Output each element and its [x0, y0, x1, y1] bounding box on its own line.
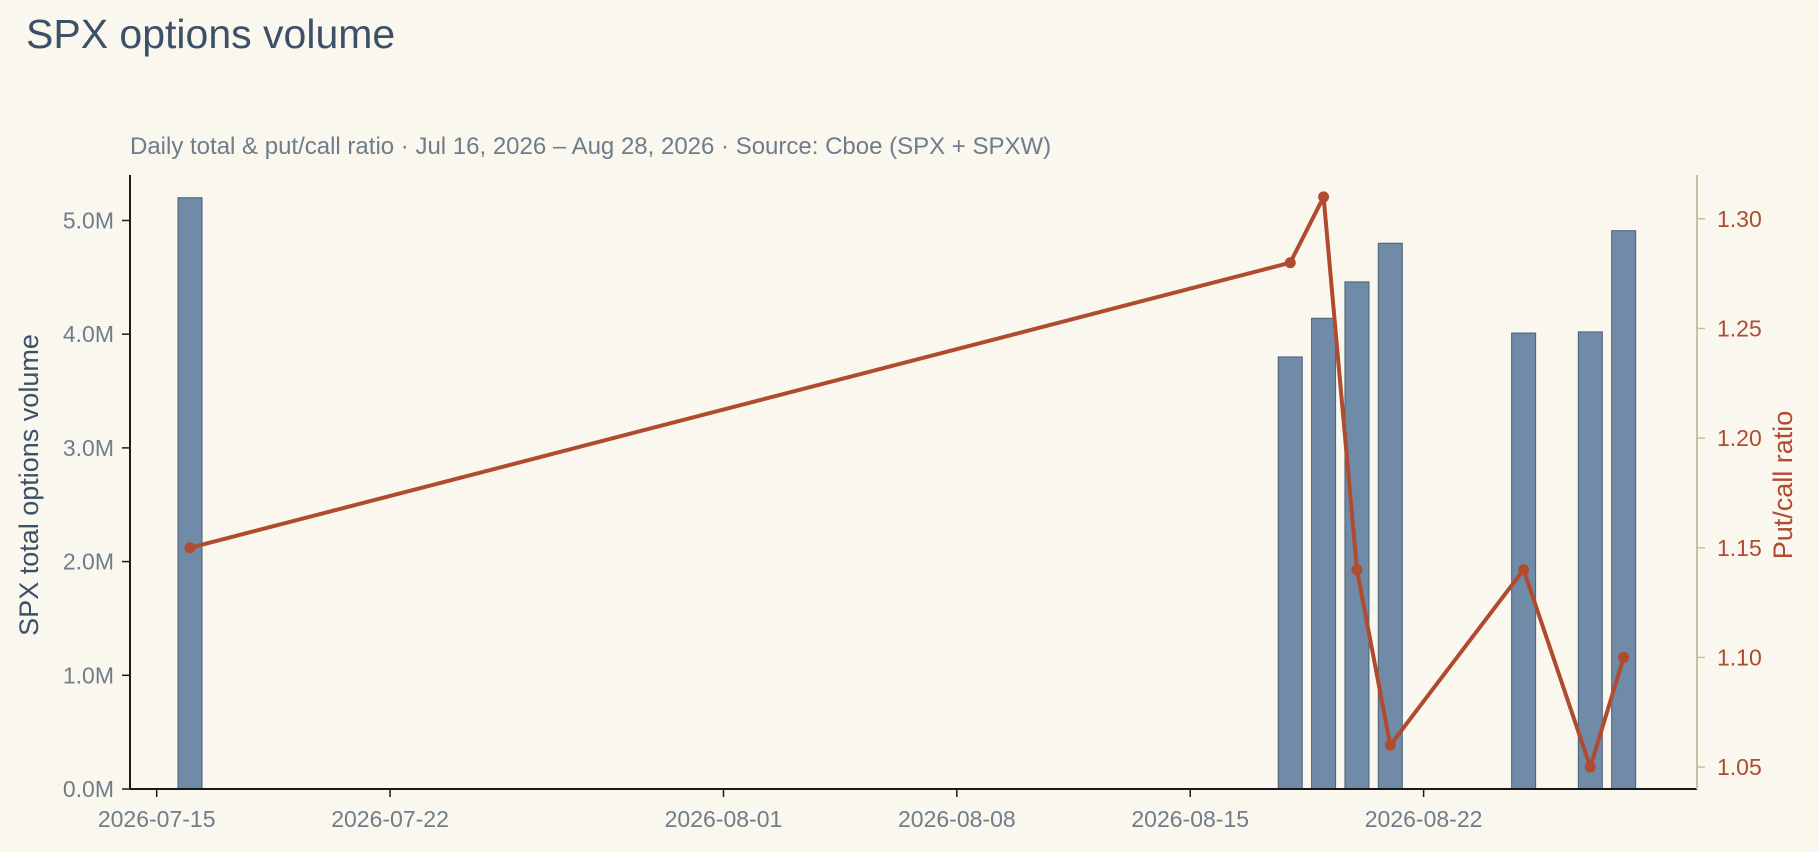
ratio-point-2026-08-27 — [1584, 761, 1596, 773]
x-tick-label: 2026-07-22 — [331, 806, 449, 832]
bar-2026-07-16 — [177, 197, 203, 790]
ratio-point-2026-08-18 — [1284, 257, 1296, 269]
left-tick-label: 1.0M — [63, 662, 114, 688]
left-tick-label: 2.0M — [63, 549, 114, 575]
ratio-point-2026-08-28 — [1618, 651, 1630, 663]
bar-2026-08-19 — [1311, 317, 1337, 790]
bar-2026-08-27 — [1577, 331, 1603, 790]
right-axis-ticks: 1.05 1.10 1.15 1.20 1.25 1.30 — [1697, 206, 1762, 780]
ratio-point-2026-08-25 — [1518, 564, 1530, 576]
ratio-line-layer — [184, 191, 1630, 773]
x-axis-ticks: 2026-07-15 2026-07-22 2026-08-01 2026-08-08… — [98, 789, 1483, 832]
axes-layer — [129, 175, 1698, 790]
chart-title: SPX options volume — [26, 11, 395, 57]
ratio-point-2026-08-19 — [1318, 191, 1330, 203]
bar-2026-08-18 — [1277, 356, 1303, 790]
ratio-point-2026-07-16 — [184, 542, 196, 554]
left-axis-label: SPX total options volume — [14, 334, 44, 636]
right-tick-label: 1.05 — [1717, 754, 1762, 780]
left-tick-label: 0.0M — [63, 776, 114, 802]
right-tick-label: 1.20 — [1717, 425, 1762, 451]
chart-subtitle: Daily total & put/call ratio · Jul 16, 2… — [130, 133, 1051, 160]
right-tick-label: 1.30 — [1717, 206, 1762, 232]
x-tick-label: 2026-08-22 — [1365, 806, 1483, 832]
bar-2026-08-20 — [1344, 281, 1370, 790]
x-tick-label: 2026-08-15 — [1131, 806, 1249, 832]
ratio-line — [188, 194, 1626, 770]
x-tick-label: 2026-08-08 — [898, 806, 1016, 832]
bar-2026-08-28 — [1611, 230, 1637, 790]
x-tick-label: 2026-07-15 — [98, 806, 216, 832]
ratio-point-2026-08-20 — [1351, 564, 1363, 576]
bar-2026-08-25 — [1511, 332, 1537, 790]
left-tick-label: 4.0M — [63, 321, 114, 347]
left-axis-ticks: 0.0M 1.0M 2.0M 3.0M 4.0M 5.0M — [63, 207, 130, 802]
left-tick-label: 5.0M — [63, 207, 114, 233]
bars-layer — [177, 197, 1637, 790]
ratio-point-2026-08-21 — [1384, 739, 1396, 751]
right-tick-label: 1.10 — [1717, 644, 1762, 670]
right-tick-label: 1.15 — [1717, 535, 1762, 561]
x-tick-label: 2026-08-01 — [665, 806, 783, 832]
right-axis-label: Put/call ratio — [1768, 411, 1798, 560]
left-tick-label: 3.0M — [63, 435, 114, 461]
right-tick-label: 1.25 — [1717, 316, 1762, 342]
